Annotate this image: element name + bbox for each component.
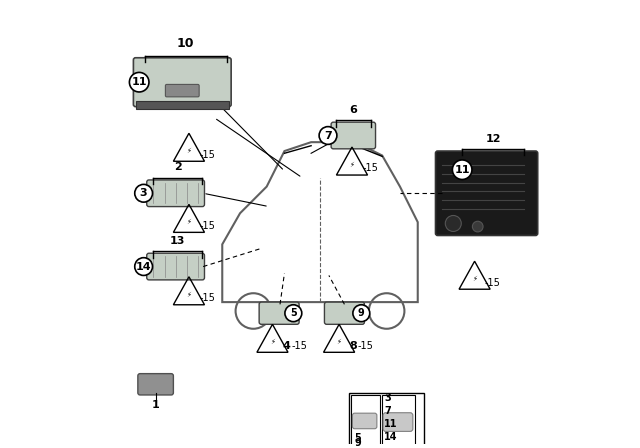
- Text: 9: 9: [355, 439, 362, 448]
- Text: 4: 4: [283, 340, 291, 351]
- Circle shape: [452, 160, 472, 180]
- Text: ⚡: ⚡: [270, 339, 275, 345]
- FancyBboxPatch shape: [165, 84, 199, 97]
- Circle shape: [135, 258, 152, 276]
- Text: -15: -15: [199, 221, 215, 231]
- Text: 7: 7: [385, 406, 391, 416]
- Text: 11: 11: [385, 418, 398, 428]
- Text: 5: 5: [355, 433, 362, 443]
- FancyBboxPatch shape: [259, 302, 299, 324]
- FancyBboxPatch shape: [147, 180, 205, 207]
- Text: -15: -15: [291, 340, 307, 351]
- FancyBboxPatch shape: [383, 413, 413, 431]
- Text: ⚡: ⚡: [186, 219, 191, 225]
- FancyBboxPatch shape: [138, 374, 173, 395]
- Bar: [351, 396, 380, 448]
- Circle shape: [129, 73, 149, 92]
- Circle shape: [353, 305, 370, 322]
- Text: -15: -15: [485, 278, 500, 288]
- FancyBboxPatch shape: [147, 253, 205, 280]
- Text: 1: 1: [152, 400, 159, 410]
- Circle shape: [472, 221, 483, 232]
- Bar: [136, 101, 229, 109]
- Text: -15: -15: [199, 150, 215, 159]
- FancyBboxPatch shape: [133, 58, 231, 107]
- Circle shape: [135, 185, 152, 202]
- Text: -15: -15: [199, 293, 215, 303]
- Circle shape: [285, 305, 302, 322]
- Text: ⚡: ⚡: [349, 162, 355, 168]
- Text: ⚡: ⚡: [337, 339, 342, 345]
- Text: 12: 12: [486, 134, 501, 143]
- Text: 10: 10: [177, 37, 195, 50]
- Text: 13: 13: [170, 236, 186, 246]
- FancyBboxPatch shape: [324, 302, 364, 324]
- Text: 11: 11: [454, 165, 470, 175]
- Text: 3: 3: [140, 188, 147, 198]
- Text: -15: -15: [358, 340, 374, 351]
- Text: 11: 11: [131, 77, 147, 87]
- Text: 14: 14: [385, 432, 398, 442]
- Bar: [382, 396, 415, 448]
- Circle shape: [319, 127, 337, 144]
- Text: ⚡: ⚡: [472, 276, 477, 282]
- Text: ⚡: ⚡: [186, 292, 191, 297]
- Text: 5: 5: [290, 308, 297, 318]
- Circle shape: [445, 215, 461, 232]
- FancyBboxPatch shape: [435, 151, 538, 236]
- FancyBboxPatch shape: [331, 122, 376, 149]
- Text: ⚡: ⚡: [186, 148, 191, 154]
- Text: 2: 2: [174, 162, 182, 172]
- Text: 9: 9: [358, 308, 365, 318]
- FancyBboxPatch shape: [353, 413, 377, 429]
- Text: -15: -15: [362, 164, 378, 173]
- Text: 8: 8: [349, 340, 357, 351]
- Text: 3: 3: [385, 393, 391, 403]
- Bar: [349, 393, 424, 448]
- Text: 7: 7: [324, 130, 332, 141]
- Text: 14: 14: [136, 262, 152, 271]
- Text: 6: 6: [349, 105, 357, 115]
- Text: 289745: 289745: [355, 426, 392, 435]
